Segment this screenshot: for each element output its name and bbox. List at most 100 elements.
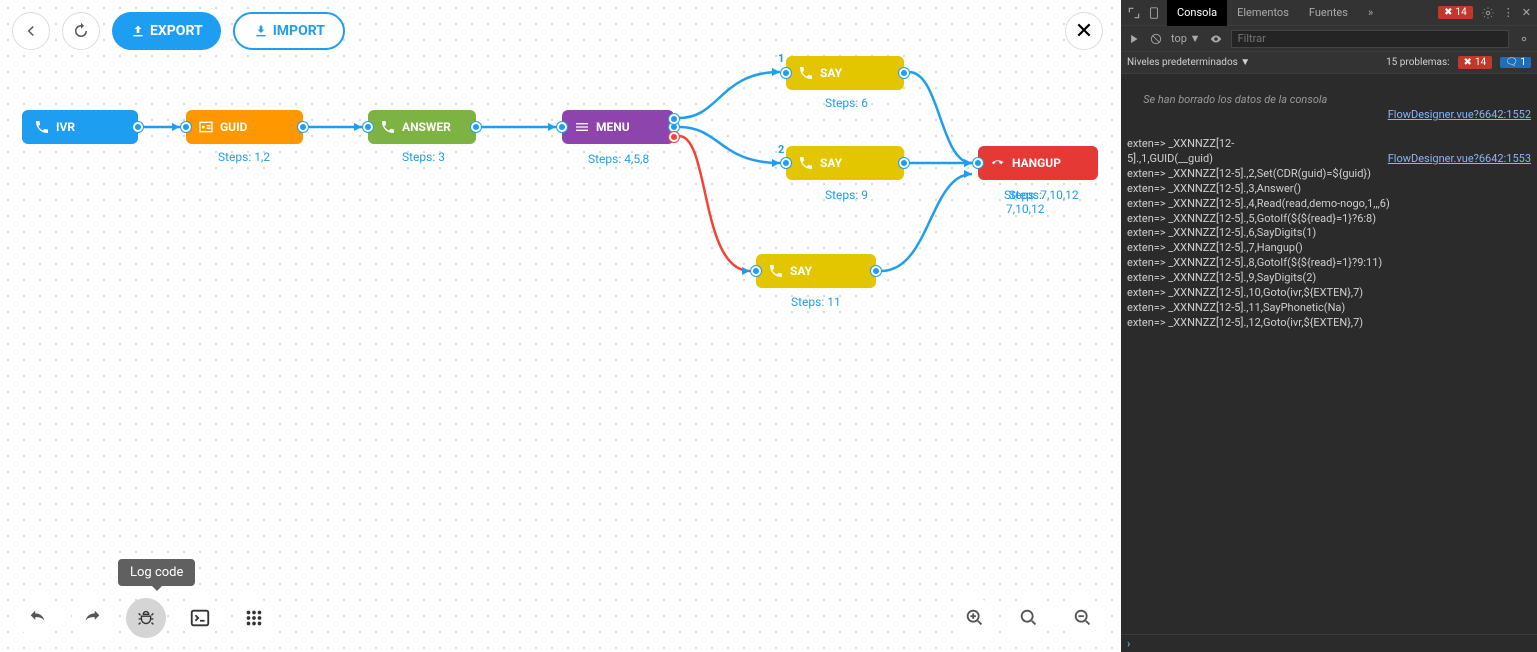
phone-icon	[380, 119, 396, 135]
phone-icon	[798, 155, 814, 171]
input-port[interactable]	[363, 122, 373, 132]
node-label: GUID	[220, 120, 247, 134]
error-port[interactable]	[669, 132, 679, 142]
zoom-reset-button[interactable]	[1009, 598, 1049, 638]
phone-icon	[768, 263, 784, 279]
device-icon[interactable]	[1147, 6, 1161, 20]
logcode-tooltip: Log code	[118, 559, 195, 586]
node-say3[interactable]: SAY	[756, 254, 876, 288]
undo-button[interactable]	[18, 598, 58, 638]
devtools-tab-fuentes[interactable]: Fuentes	[1299, 0, 1358, 26]
gear-icon[interactable]	[1517, 32, 1531, 46]
console-line: exten=> _XXNNZZ[12-5].,2,Set(CDR(guid)=$…	[1127, 167, 1531, 182]
node-label: IVR	[56, 120, 75, 134]
steps-label: Steps: 4,5,8	[588, 152, 649, 166]
output-port[interactable]	[899, 158, 909, 168]
logcode-button[interactable]	[126, 598, 166, 638]
top-toolbar: EXPORT IMPORT	[12, 12, 345, 50]
output-port[interactable]	[133, 122, 143, 132]
zoom-in-button[interactable]	[955, 598, 995, 638]
export-label: EXPORT	[150, 23, 203, 39]
close-button[interactable]: ✕	[1065, 12, 1103, 50]
input-port[interactable]	[781, 158, 791, 168]
menu-icon	[574, 119, 590, 135]
input-port[interactable]	[973, 158, 983, 168]
output-port[interactable]	[669, 114, 679, 124]
clear-icon[interactable]	[1149, 32, 1163, 46]
console-line: exten=> _XXNNZZ[12-5].,9,SayDigits(2)	[1127, 271, 1531, 286]
output-port[interactable]	[871, 266, 881, 276]
node-hangup[interactable]: HANGUP	[978, 146, 1098, 180]
input-port[interactable]	[557, 122, 567, 132]
console-filter-input[interactable]	[1231, 30, 1509, 48]
devtools-levels-bar: Niveles predeterminados ▼ 15 problemas: …	[1121, 52, 1537, 74]
hangup-icon	[990, 155, 1006, 171]
console-line: exten=> _XXNNZZ[12-5].,4,Read(read,demo-…	[1127, 197, 1531, 212]
issues-label[interactable]: 15 problemas:	[1386, 57, 1449, 68]
node-guid[interactable]: GUID	[186, 110, 303, 144]
back-button[interactable]	[12, 12, 50, 50]
devtools-tabbar: ConsolaElementosFuentes » ✖ 14 ⋮ ✕	[1121, 0, 1537, 26]
node-menu[interactable]: MENU	[562, 110, 674, 144]
phone-icon	[798, 65, 814, 81]
import-button[interactable]: IMPORT	[233, 12, 345, 50]
source-link[interactable]: FlowDesigner.vue?6642:1553	[1388, 152, 1531, 167]
console-line: exten=> _XXNNZZ[12-5].,11,SayPhonetic(Na…	[1127, 301, 1531, 316]
console-cleared-msg: Se han borrado los datos de la consola F…	[1127, 78, 1531, 137]
phone-icon	[34, 119, 50, 135]
console-line: exten=> _XXNNZZ[12-5].,7,Hangup()	[1127, 241, 1531, 256]
devtools-close-icon[interactable]: ✕	[1522, 6, 1531, 19]
console-line: exten=> _XXNNZZ[12-5].,6,SayDigits(1)	[1127, 226, 1531, 241]
source-link[interactable]: FlowDesigner.vue?6642:1552	[1388, 108, 1531, 123]
output-port[interactable]	[899, 68, 909, 78]
steps-label: Steps: 6	[825, 96, 868, 110]
devtools-error-badge[interactable]: ✖ 14	[1438, 6, 1473, 19]
steps-label: Steps: 11	[791, 295, 841, 309]
node-ivr[interactable]: IVR	[22, 110, 138, 144]
terminal-button[interactable]	[180, 598, 220, 638]
gear-icon[interactable]	[1481, 6, 1495, 20]
export-button[interactable]: EXPORT	[112, 12, 221, 50]
console-output[interactable]: Se han borrado los datos de la consola F…	[1121, 74, 1537, 634]
console-line: exten=> _XXNNZZ[12-5].,1,GUID(__guid)Flo…	[1127, 137, 1531, 167]
context-selector[interactable]: top ▼	[1171, 32, 1201, 45]
node-label: SAY	[820, 156, 842, 170]
inspect-icon[interactable]	[1127, 6, 1141, 20]
eye-icon[interactable]	[1209, 32, 1223, 46]
dialpad-button[interactable]	[234, 598, 274, 638]
issues-info[interactable]: 🗨 1	[1500, 57, 1531, 68]
levels-dropdown[interactable]: Niveles predeterminados ▼	[1127, 57, 1250, 68]
flow-canvas[interactable]: EXPORT IMPORT ✕ IVR GUID Steps: 1,2 ANSWER S…	[0, 0, 1121, 652]
redo-button[interactable]	[72, 598, 112, 638]
node-label: HANGUP	[1012, 156, 1061, 170]
output-port[interactable]	[471, 122, 481, 132]
devtools-console-toolbar: top ▼	[1121, 26, 1537, 52]
node-say1[interactable]: SAY	[786, 56, 904, 90]
node-answer[interactable]: ANSWER	[368, 110, 476, 144]
import-label: IMPORT	[273, 23, 325, 39]
console-line: exten=> _XXNNZZ[12-5].,12,Goto(ivr,${EXT…	[1127, 316, 1531, 331]
devtools-tab-elementos[interactable]: Elementos	[1227, 0, 1299, 26]
output-port[interactable]	[298, 122, 308, 132]
option-number: 1	[778, 52, 784, 65]
console-prompt[interactable]	[1121, 634, 1537, 652]
input-port[interactable]	[181, 122, 191, 132]
play-icon[interactable]	[1127, 32, 1141, 46]
zoom-toolbar	[955, 598, 1103, 638]
node-label: ANSWER	[402, 120, 451, 134]
steps-label: Steps: 3	[402, 150, 445, 164]
input-port[interactable]	[751, 266, 761, 276]
history-button[interactable]	[62, 12, 100, 50]
devtools-kebab-icon[interactable]: ⋮	[1503, 6, 1514, 19]
devtools-tab-consola[interactable]: Consola	[1167, 0, 1227, 26]
node-say2[interactable]: SAY	[786, 146, 904, 180]
steps-label: Steps: 1,2	[218, 150, 270, 164]
id-icon	[198, 119, 214, 135]
input-port[interactable]	[781, 68, 791, 78]
edges-layer	[0, 0, 1121, 652]
devtools-panel: ConsolaElementosFuentes » ✖ 14 ⋮ ✕ top ▼…	[1121, 0, 1537, 652]
issues-errors[interactable]: ✖ 14	[1458, 56, 1493, 69]
bottom-toolbar	[18, 598, 274, 638]
zoom-out-button[interactable]	[1063, 598, 1103, 638]
devtools-tab-overflow[interactable]: »	[1358, 0, 1383, 26]
